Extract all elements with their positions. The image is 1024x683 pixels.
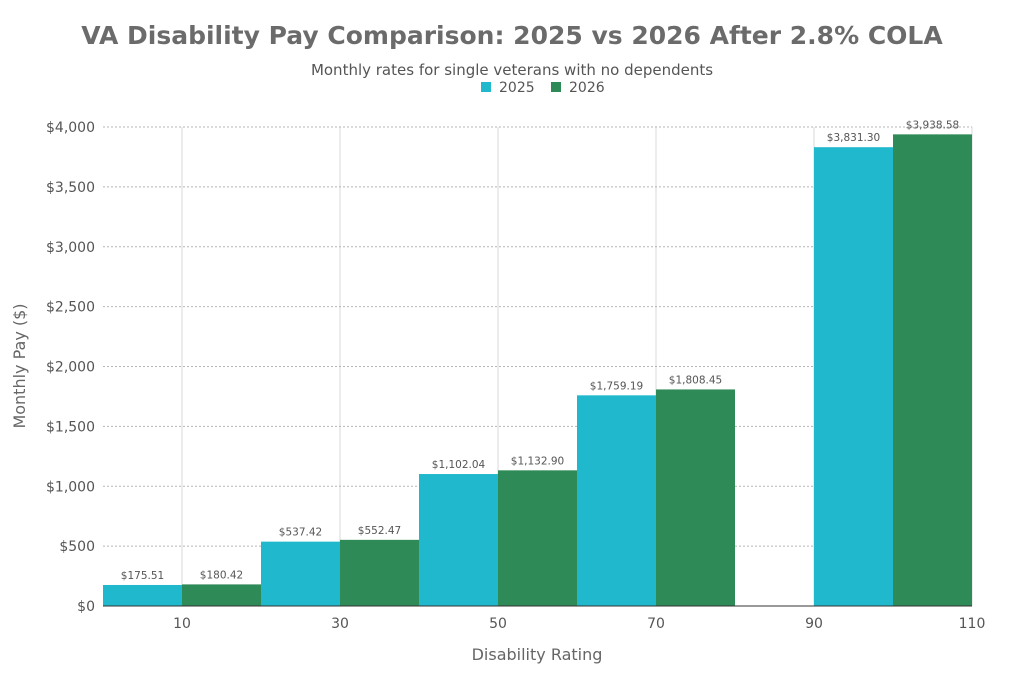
- bar-2025-100: [814, 147, 893, 606]
- data-label-2025-100: $3,831.30: [827, 132, 880, 144]
- legend-label-2025: 2025: [499, 80, 535, 96]
- x-tick-label: 90: [805, 616, 823, 632]
- y-tick-label: $4,000: [46, 120, 95, 136]
- y-tick-label: $2,500: [46, 300, 95, 316]
- data-label-2026-100: $3,938.58: [906, 119, 959, 131]
- y-tick-label: $500: [59, 539, 95, 555]
- x-tick-label: 30: [331, 616, 349, 632]
- x-tick-label: 10: [173, 616, 191, 632]
- legend-label-2026: 2026: [569, 80, 605, 96]
- bar-2025-50: [419, 474, 498, 606]
- y-tick-label: $0: [77, 599, 95, 615]
- x-tick-label: 70: [647, 616, 665, 632]
- data-label-2026-70: $1,808.45: [669, 374, 722, 386]
- y-tick-label: $3,500: [46, 180, 95, 196]
- x-tick-label: 110: [959, 616, 986, 632]
- data-label-2025-30: $537.42: [279, 527, 322, 539]
- x-tick-label: 50: [489, 616, 507, 632]
- bar-2026-70: [656, 389, 735, 606]
- data-labels: $175.51 $180.42 $537.42 $552.47 $1,102.04 $1,…: [121, 119, 959, 582]
- bar-2026-50: [498, 470, 577, 606]
- data-label-2025-50: $1,102.04: [432, 459, 486, 471]
- bar-2026-30: [340, 539, 419, 606]
- legend-swatch-2026: [551, 82, 561, 92]
- bar-2025-30: [261, 541, 340, 606]
- data-label-2026-10: $180.42: [200, 569, 243, 581]
- legend-swatch-2025: [481, 82, 491, 92]
- data-label-2025-70: $1,759.19: [590, 380, 643, 392]
- legend: 2025 2026: [481, 80, 605, 96]
- bar-2025-10: [103, 584, 182, 606]
- chart-subtitle: Monthly rates for single veterans with n…: [311, 61, 713, 79]
- y-tick-label: $1,500: [46, 419, 95, 435]
- y-axis-label: Monthly Pay ($): [10, 303, 29, 428]
- y-tick-label: $2,000: [46, 360, 95, 376]
- data-label-2025-10: $175.51: [121, 570, 164, 582]
- y-tick-label: $3,000: [46, 240, 95, 256]
- data-label-2026-50: $1,132.90: [511, 455, 564, 467]
- bar-2026-100: [893, 134, 972, 606]
- x-axis-label: Disability Rating: [472, 645, 603, 664]
- bars: [103, 134, 972, 606]
- bar-2026-10: [182, 584, 261, 606]
- y-tick-label: $1,000: [46, 479, 95, 495]
- bar-2025-70: [577, 395, 656, 606]
- axes: $0 $500 $1,000 $1,500 $2,000 $2,500 $3,000 $3,5…: [46, 120, 985, 632]
- data-label-2026-30: $552.47: [358, 525, 401, 537]
- chart-title: VA Disability Pay Comparison: 2025 vs 20…: [81, 21, 943, 50]
